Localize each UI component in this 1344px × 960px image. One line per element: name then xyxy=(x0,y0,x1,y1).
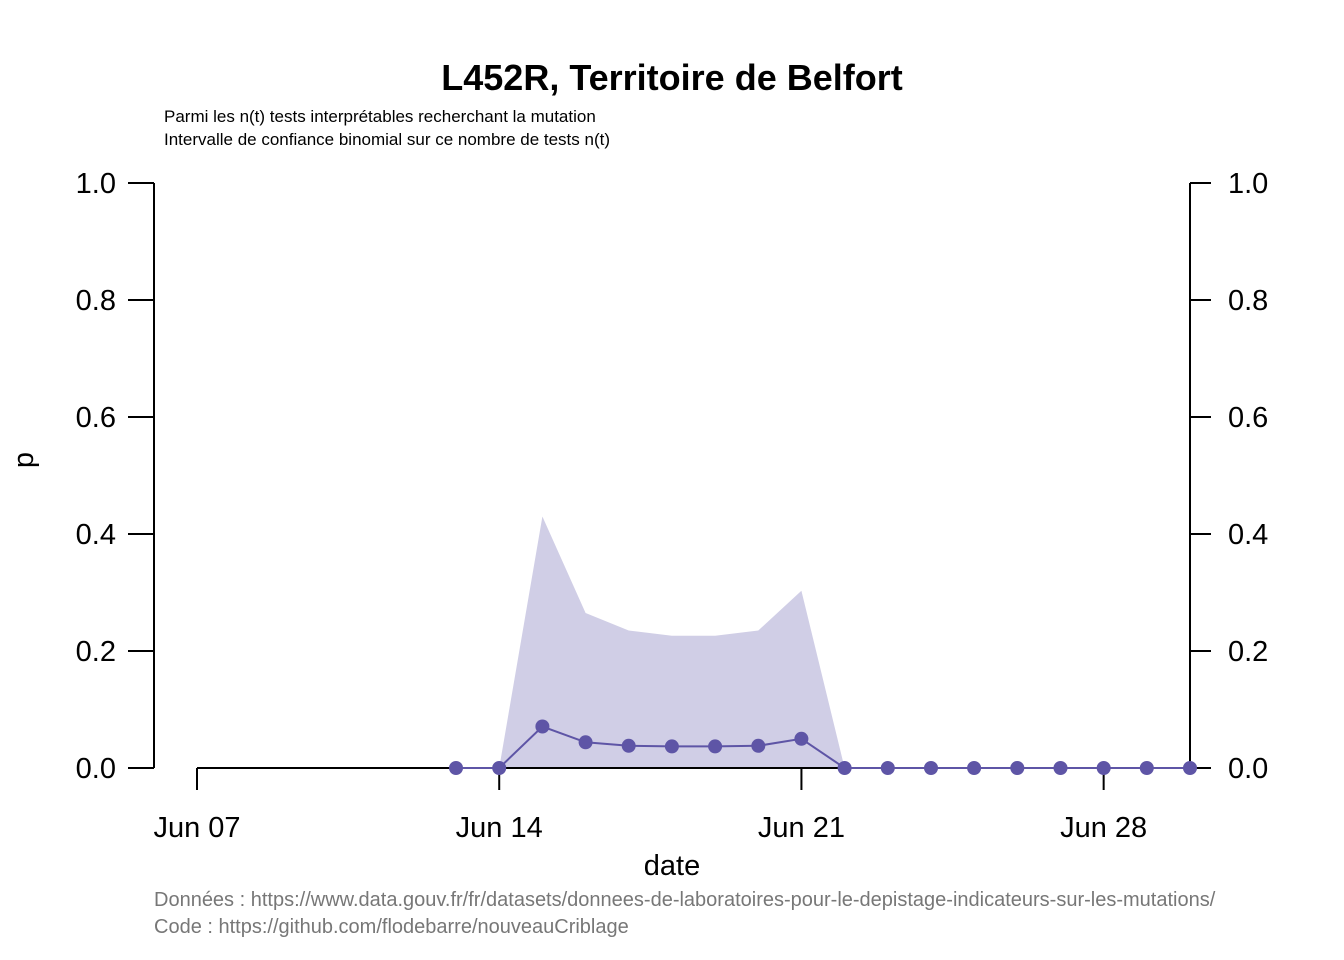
data-point xyxy=(967,761,982,775)
data-point xyxy=(1139,761,1154,775)
x-axis-title: date xyxy=(644,850,700,882)
y-tick-label-left: 1.0 xyxy=(76,168,116,200)
data-point xyxy=(578,735,593,750)
chart-subtitle-line-2: Intervalle de confiance binomial sur ce … xyxy=(164,130,610,149)
y-tick-label-right: 0.0 xyxy=(1228,753,1268,785)
data-point xyxy=(751,738,766,753)
y-tick-label-left: 0.8 xyxy=(76,285,116,317)
y-tick-label-right: 1.0 xyxy=(1228,168,1268,200)
data-point xyxy=(880,761,895,775)
data-point xyxy=(664,739,679,754)
data-point xyxy=(449,761,463,775)
x-tick-label: Jun 21 xyxy=(758,812,845,844)
data-point xyxy=(837,761,852,775)
code-source-line: Code : https://github.com/flodebarre/nou… xyxy=(154,916,629,938)
y-tick-label-right: 0.8 xyxy=(1228,285,1268,317)
confidence-band-layer xyxy=(499,516,845,768)
data-point xyxy=(924,761,938,775)
series-layer xyxy=(449,719,1197,775)
x-tick-label: Jun 28 xyxy=(1060,812,1147,844)
x-tick-label: Jun 14 xyxy=(456,812,543,844)
y-tick-label-left: 0.6 xyxy=(76,402,116,434)
x-tick-label: Jun 07 xyxy=(153,812,240,844)
data-point xyxy=(708,739,723,754)
data-point xyxy=(1096,761,1111,775)
y-tick-label-right: 0.4 xyxy=(1228,519,1268,551)
data-point xyxy=(794,731,809,746)
chart-title: L452R, Territoire de Belfort xyxy=(441,57,902,98)
y-axis-title: p xyxy=(8,452,40,468)
data-point xyxy=(1053,761,1068,775)
data-point xyxy=(1010,761,1025,775)
chart-subtitle-line-1: Parmi les n(t) tests interprétables rech… xyxy=(164,107,596,126)
data-point xyxy=(535,719,550,734)
confidence-band xyxy=(499,516,845,768)
y-tick-label-right: 0.2 xyxy=(1228,636,1268,668)
data-point xyxy=(1183,761,1197,775)
data-point xyxy=(492,761,507,775)
series-line xyxy=(456,725,1190,769)
data-point xyxy=(621,738,636,753)
y-tick-label-left: 0.4 xyxy=(76,519,116,551)
y-tick-label-left: 0.2 xyxy=(76,636,116,668)
y-tick-label-right: 0.6 xyxy=(1228,402,1268,434)
axes-layer: 0.0 0.0 0.2 0.2 0.4 0.4 0.6 0.6 0.8 0.8 1.0 1.0 Jun … xyxy=(76,168,1269,844)
data-source-line: Données : https://www.data.gouv.fr/fr/da… xyxy=(154,889,1216,911)
y-tick-label-left: 0.0 xyxy=(76,753,116,785)
